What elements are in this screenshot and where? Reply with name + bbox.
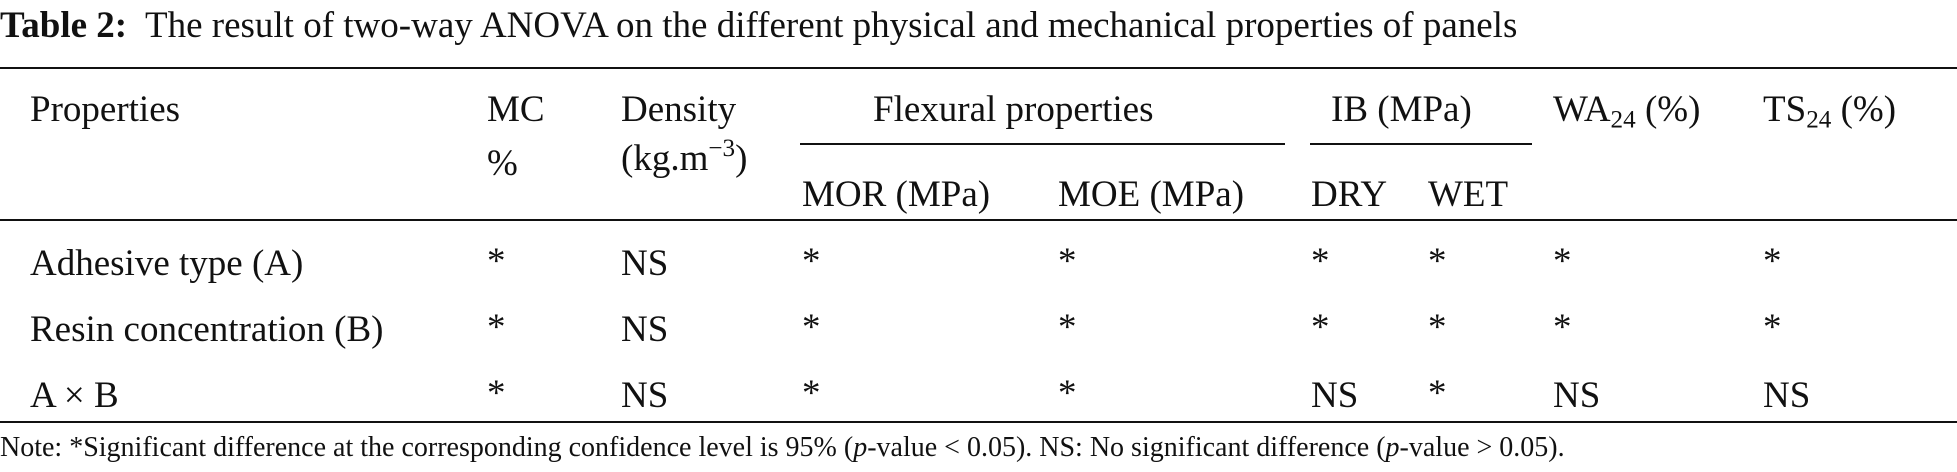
row2-mor: * [802, 307, 821, 348]
note-part1: Note: *Significant difference at the cor… [0, 432, 854, 463]
row1-wa: * [1553, 241, 1572, 282]
row1-ib-wet: * [1428, 241, 1447, 282]
row3-moe: * [1058, 373, 1077, 414]
row2-density: NS [621, 309, 669, 350]
wa-sub: 24 [1610, 106, 1636, 134]
row3-ib-dry: NS [1311, 375, 1359, 416]
density-unit-base: (kg.m [621, 138, 709, 179]
top-rule [0, 67, 1957, 69]
row2-wa: * [1553, 307, 1572, 348]
header-ib: IB (MPa) [1331, 89, 1472, 130]
density-unit-exponent: −3 [708, 135, 736, 163]
header-density-unit: (kg.m−3) [621, 135, 748, 181]
row1-ib-dry: * [1311, 241, 1330, 282]
header-density: Density [621, 89, 737, 130]
row3-mc: * [487, 373, 506, 414]
note-p-italic-2: p [1385, 432, 1400, 463]
row3-density: NS [621, 375, 669, 416]
table-caption: Table 2: The result of two-way ANOVA on … [0, 0, 1517, 64]
row1-ts: * [1763, 241, 1782, 282]
note-part3: -value > 0.05). [1399, 432, 1565, 463]
header-mc-line1: MC [487, 89, 545, 130]
row2-mc: * [487, 307, 506, 348]
row3-ts: NS [1763, 375, 1811, 416]
ts-sub: 24 [1806, 106, 1832, 134]
row3-mor: * [802, 373, 821, 414]
row2-moe: * [1058, 307, 1077, 348]
note-p-italic-1: p [853, 432, 868, 463]
row3-wa: NS [1553, 375, 1601, 416]
header-mc-unit: % [487, 143, 518, 184]
row2-ib-wet: * [1428, 307, 1447, 348]
wa-base: WA [1553, 89, 1611, 130]
row2-property: Resin concentration (B) [30, 309, 384, 350]
header-wa24: WA24 (%) [1553, 88, 1700, 132]
wa-unit: (%) [1635, 89, 1701, 130]
row1-density: NS [621, 243, 669, 284]
row1-mc: * [487, 241, 506, 282]
density-unit-close: ) [735, 138, 748, 179]
header-properties: Properties [30, 89, 181, 130]
row1-moe: * [1058, 241, 1077, 282]
header-ts24: TS24 (%) [1763, 88, 1896, 132]
table-note: Note: *Significant difference at the cor… [0, 430, 1565, 466]
note-part2: -value < 0.05). NS: No significant diffe… [867, 432, 1386, 463]
header-flexural-properties: Flexural properties [873, 89, 1154, 130]
row3-property: A × B [30, 375, 119, 416]
header-ib-wet: WET [1428, 174, 1509, 215]
ts-unit: (%) [1831, 89, 1897, 130]
header-mc: MC [487, 88, 545, 132]
bottom-rule [0, 421, 1957, 423]
mid-rule [0, 219, 1957, 221]
flexural-subrule [800, 143, 1285, 145]
row3-ib-wet: * [1428, 373, 1447, 414]
row1-property: Adhesive type (A) [30, 243, 304, 284]
caption-text: The result of two-way ANOVA on the diffe… [144, 5, 1518, 46]
row2-ib-dry: * [1311, 307, 1330, 348]
ts-base: TS [1763, 89, 1807, 130]
row2-ts: * [1763, 307, 1782, 348]
ib-subrule [1310, 143, 1532, 145]
header-mor: MOR (MPa) [802, 174, 991, 215]
caption-label: Table 2: [0, 5, 128, 46]
row1-mor: * [802, 241, 821, 282]
header-moe: MOE (MPa) [1058, 174, 1245, 215]
header-ib-dry: DRY [1311, 174, 1388, 215]
